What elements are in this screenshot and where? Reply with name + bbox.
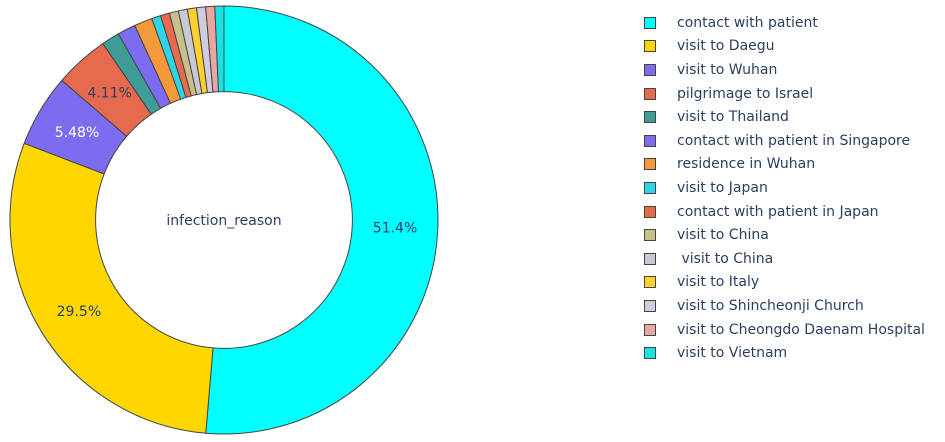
legend-label-5: contact with patient in Singapore	[677, 132, 911, 149]
legend-swatch-5	[644, 134, 656, 147]
legend-swatch-1	[644, 40, 656, 53]
legend-label-6: residence in Wuhan	[677, 156, 816, 173]
legend-swatch-7	[644, 181, 656, 194]
slice-label-1: 29.5%	[57, 304, 101, 320]
legend-item-5[interactable]: contact with patient in Singapore	[644, 129, 944, 153]
legend-swatch-3	[644, 87, 656, 100]
legend-swatch-9	[644, 229, 656, 242]
legend-label-11: visit to Italy	[677, 274, 760, 291]
legend-item-3[interactable]: pilgrimage to Israel	[644, 82, 944, 106]
legend-swatch-10	[644, 252, 656, 265]
slice-label-3: 4.11%	[87, 86, 131, 102]
legend-label-3: pilgrimage to Israel	[677, 85, 814, 102]
legend-label-0: contact with patient	[677, 14, 818, 31]
legend-swatch-11	[644, 276, 656, 289]
slice-label-2: 5.48%	[55, 125, 99, 141]
legend-swatch-0	[644, 16, 656, 29]
legend-item-6[interactable]: residence in Wuhan	[644, 153, 944, 177]
legend-label-4: visit to Thailand	[677, 109, 789, 126]
legend-item-2[interactable]: visit to Wuhan	[644, 58, 944, 82]
legend-item-10[interactable]: visit to China	[644, 247, 944, 271]
legend-swatch-8	[644, 205, 656, 218]
legend-swatch-6	[644, 158, 656, 171]
donut-svg: 51.4% 29.5% 5.48% 4.11% infection_reason	[9, 5, 439, 435]
legend: contact with patient visit to Daegu visit …	[644, 11, 944, 365]
legend-item-8[interactable]: contact with patient in Japan	[644, 200, 944, 224]
legend-label-12: visit to Shincheonji Church	[677, 297, 864, 314]
legend-swatch-4	[644, 111, 656, 124]
legend-item-1[interactable]: visit to Daegu	[644, 35, 944, 59]
legend-label-8: contact with patient in Japan	[677, 203, 879, 220]
legend-item-7[interactable]: visit to Japan	[644, 176, 944, 200]
center-label: infection_reason	[166, 213, 281, 229]
slice-1[interactable]	[9, 142, 214, 434]
legend-swatch-2	[644, 63, 656, 76]
legend-swatch-13	[644, 323, 656, 336]
legend-label-10: visit to China	[677, 250, 774, 267]
legend-label-14: visit to Vietnam	[677, 345, 788, 362]
legend-item-9[interactable]: visit to China	[644, 223, 944, 247]
legend-item-12[interactable]: visit to Shincheonji Church	[644, 294, 944, 318]
legend-label-9: visit to China	[677, 227, 769, 244]
legend-item-13[interactable]: visit to Cheongdo Daenam Hospital	[644, 318, 944, 342]
legend-swatch-12	[644, 299, 656, 312]
legend-item-11[interactable]: visit to Italy	[644, 271, 944, 295]
legend-label-2: visit to Wuhan	[677, 61, 778, 78]
legend-label-13: visit to Cheongdo Daenam Hospital	[677, 321, 925, 338]
slice-0[interactable]	[205, 5, 439, 435]
legend-label-7: visit to Japan	[677, 179, 768, 196]
legend-label-1: visit to Daegu	[677, 38, 775, 55]
slice-14[interactable]	[214, 5, 225, 93]
legend-item-14[interactable]: visit to Vietnam	[644, 341, 944, 365]
slice-label-0: 51.4%	[373, 220, 417, 236]
legend-item-0[interactable]: contact with patient	[644, 11, 944, 35]
legend-swatch-14	[644, 347, 656, 360]
legend-item-4[interactable]: visit to Thailand	[644, 105, 944, 129]
